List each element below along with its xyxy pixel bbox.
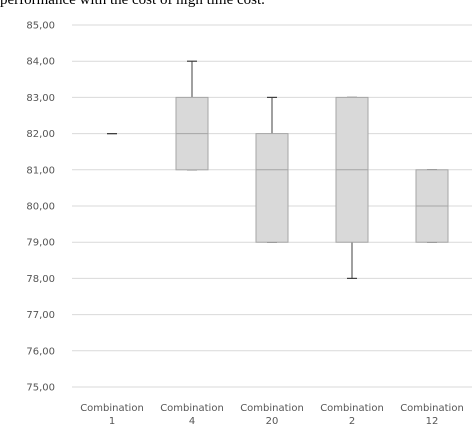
y-tick-label: 78,00 bbox=[26, 274, 55, 285]
x-tick-label: 4 bbox=[189, 416, 195, 425]
y-tick-label: 83,00 bbox=[26, 93, 55, 104]
x-tick-label: Combination bbox=[240, 403, 304, 414]
y-tick-label: 79,00 bbox=[26, 238, 55, 249]
x-tick-label: Combination bbox=[320, 403, 384, 414]
y-tick-label: 80,00 bbox=[26, 202, 55, 213]
x-tick-label: Combination bbox=[160, 403, 224, 414]
y-tick-label: 77,00 bbox=[26, 310, 55, 321]
x-tick-label: 20 bbox=[266, 416, 279, 425]
x-tick-label: 12 bbox=[426, 416, 439, 425]
y-tick-label: 84,00 bbox=[26, 57, 55, 68]
caption-text: performance with the cost of high time c… bbox=[0, 0, 265, 8]
y-tick-label: 76,00 bbox=[26, 346, 55, 357]
y-tick-label: 85,00 bbox=[26, 21, 55, 32]
y-tick-label: 81,00 bbox=[26, 165, 55, 176]
y-tick-label: 82,00 bbox=[26, 129, 55, 140]
x-tick-label: Combination bbox=[80, 403, 144, 414]
box bbox=[255, 133, 289, 243]
x-tick-label: 2 bbox=[349, 416, 355, 425]
x-tick-label: Combination bbox=[400, 403, 464, 414]
x-tick-label: 1 bbox=[109, 416, 115, 425]
y-tick-label: 75,00 bbox=[26, 383, 55, 394]
